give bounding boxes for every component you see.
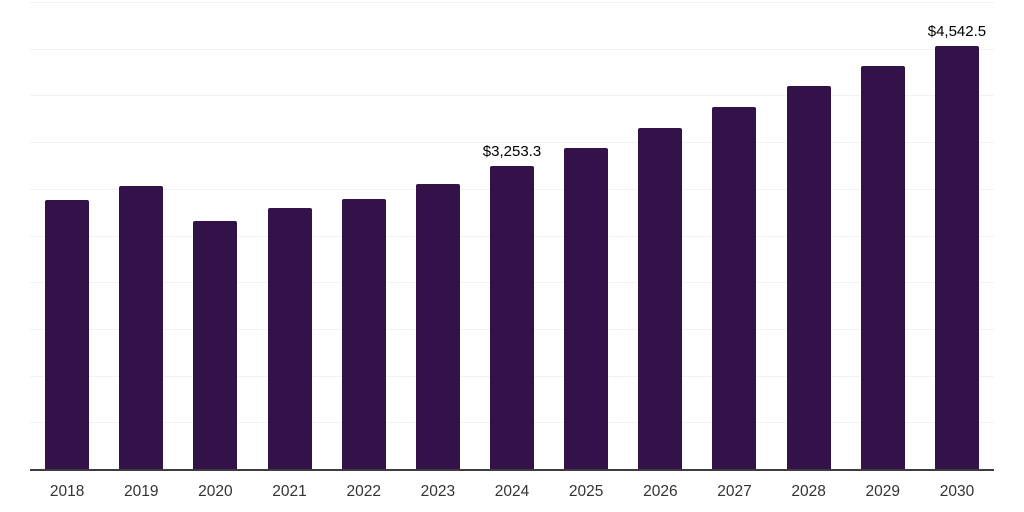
bar-2018 (45, 199, 90, 470)
x-tick-label-2021: 2021 (272, 483, 307, 500)
gridline-4500 (30, 48, 994, 50)
x-tick-label-2025: 2025 (568, 483, 604, 500)
bar-2020 (193, 221, 238, 470)
bar-2023 (415, 184, 460, 470)
gridline-3500 (30, 142, 994, 144)
bar-2030 (934, 45, 979, 470)
bar-2027 (712, 107, 757, 470)
bar-2021 (267, 208, 312, 470)
bar-2024 (490, 166, 534, 470)
x-tick-label-2030: 2030 (939, 483, 975, 500)
x-axis-tick-labels: 2018 2019 2020 2021 2022 2023 2024 2025 2026 2027… (30, 483, 994, 501)
x-tick-label-2027: 2027 (717, 483, 752, 500)
data-label-2030: $4,542.5 (927, 22, 987, 40)
bars-layer: $3,253.3 $4,542.5 (30, 3, 994, 470)
bar-2019 (119, 185, 164, 470)
x-tick-label-2022: 2022 (346, 483, 381, 500)
data-label-2024: $3,253.3 (482, 143, 542, 161)
x-tick-label-2028: 2028 (791, 483, 826, 500)
bar-2025 (564, 147, 609, 470)
x-tick-label-2018: 2018 (49, 483, 85, 500)
bar-2028 (786, 86, 831, 470)
plot-area: $3,253.3 $4,542.5 (30, 2, 994, 470)
x-tick-label-2026: 2026 (643, 483, 678, 500)
x-tick-label-2019: 2019 (123, 483, 159, 500)
x-tick-label-2023: 2023 (420, 483, 456, 500)
bar-2026 (638, 127, 683, 470)
x-tick-label-2020: 2020 (198, 483, 233, 500)
x-tick-label-2029: 2029 (865, 483, 901, 500)
bar-2022 (341, 198, 386, 470)
bar-2029 (860, 66, 905, 470)
x-tick-label-2024: 2024 (494, 483, 530, 500)
gridline-4000 (30, 95, 994, 97)
x-axis-line (30, 469, 994, 471)
gridline-5000 (30, 2, 994, 3)
